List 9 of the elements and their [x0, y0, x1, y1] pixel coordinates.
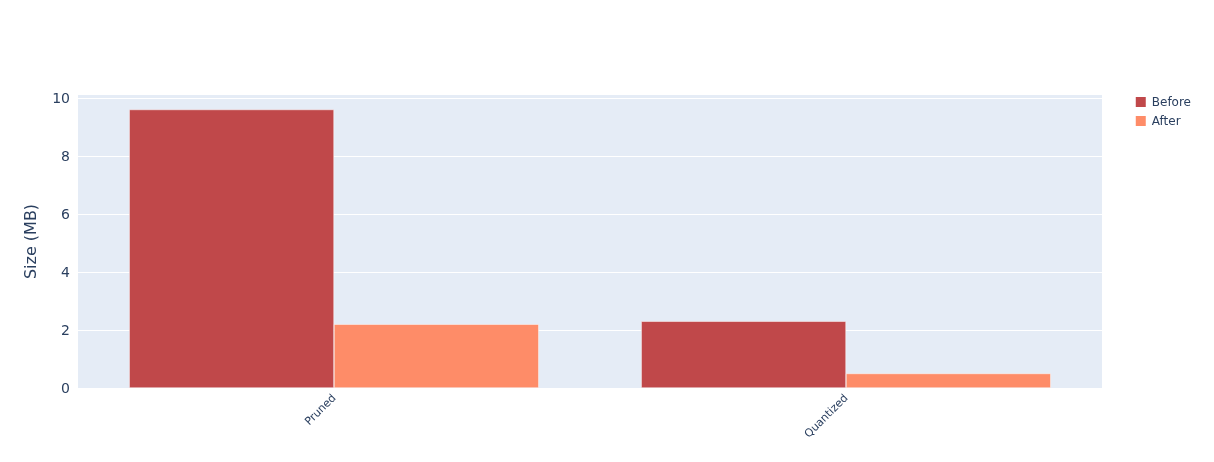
y-tick-label: 10 [52, 89, 70, 106]
y-tick-label: 2 [61, 321, 70, 338]
y-tick-label: 0 [61, 380, 70, 396]
y-tick-label: 8 [61, 147, 70, 164]
y-tick-label: 4 [61, 263, 71, 280]
y-axis-title: Size (MB) [20, 203, 40, 280]
legend-label: After [1151, 114, 1181, 128]
legend-label: Before [1151, 95, 1191, 109]
y-tick-label: 6 [61, 205, 71, 222]
